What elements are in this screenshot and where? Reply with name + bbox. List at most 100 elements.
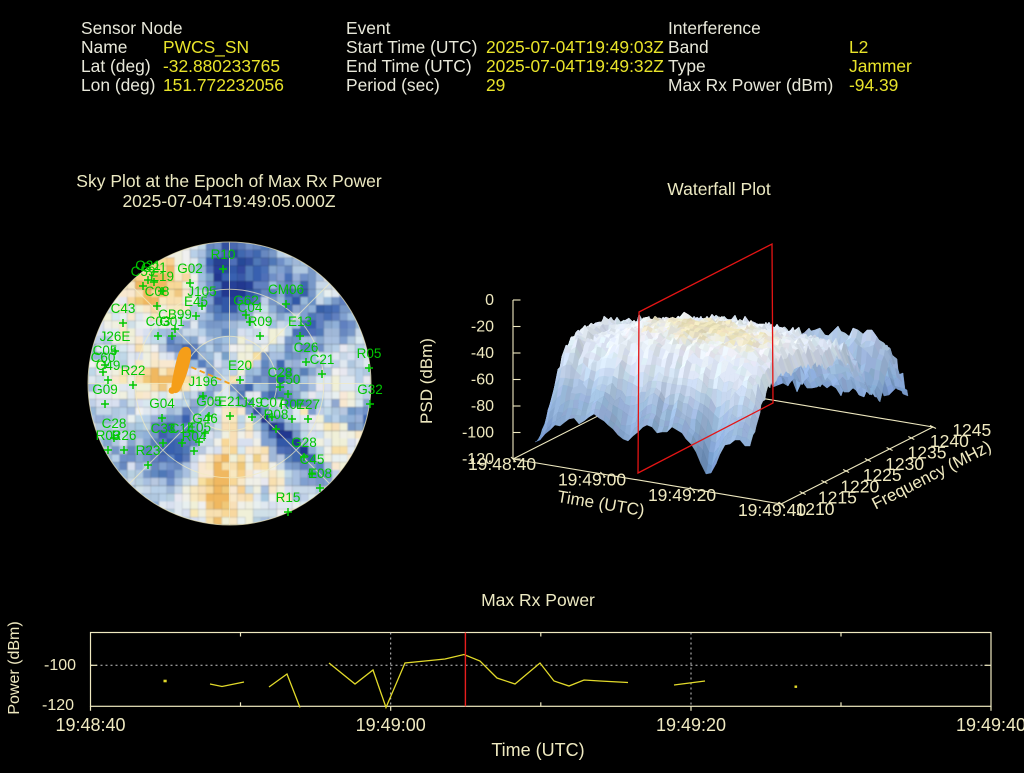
svg-text:E20: E20 <box>228 358 252 373</box>
svg-text:PWCS_SN: PWCS_SN <box>163 37 249 57</box>
svg-text:19:49:20: 19:49:20 <box>656 715 726 735</box>
svg-text:1240: 1240 <box>930 431 969 451</box>
svg-text:1230: 1230 <box>885 454 924 474</box>
svg-text:R10: R10 <box>211 247 236 262</box>
svg-text:-100: -100 <box>44 657 76 674</box>
svg-text:Start Time (UTC): Start Time (UTC) <box>346 37 477 57</box>
svg-text:End Time (UTC): End Time (UTC) <box>346 56 472 76</box>
svg-text:C26: C26 <box>294 340 319 355</box>
svg-text:1245: 1245 <box>952 420 991 440</box>
svg-text:C33: C33 <box>151 421 176 436</box>
svg-text:PSD (dBm): PSD (dBm) <box>417 338 436 424</box>
svg-text:19:48:40: 19:48:40 <box>468 454 536 474</box>
svg-text:C45: C45 <box>300 452 325 467</box>
svg-text:E27: E27 <box>296 397 320 412</box>
svg-text:C08: C08 <box>145 284 170 299</box>
svg-text:C07: C07 <box>260 395 285 410</box>
svg-text:G46: G46 <box>192 411 218 426</box>
svg-text:Band: Band <box>668 37 709 57</box>
svg-text:-100: -100 <box>462 425 494 442</box>
svg-text:19:49:40: 19:49:40 <box>738 500 806 520</box>
svg-text:19:49:20: 19:49:20 <box>648 485 716 505</box>
svg-text:-94.39: -94.39 <box>849 75 898 95</box>
svg-text:R26: R26 <box>112 428 137 443</box>
svg-text:C50: C50 <box>276 372 301 387</box>
svg-text:E21: E21 <box>218 394 242 409</box>
svg-text:Power (dBm): Power (dBm) <box>6 621 23 714</box>
svg-text:1210: 1210 <box>796 499 835 519</box>
svg-text:Lon (deg): Lon (deg) <box>81 75 155 95</box>
svg-text:R04: R04 <box>182 429 207 444</box>
svg-text:2025-07-04T19:49:03Z: 2025-07-04T19:49:03Z <box>486 37 664 57</box>
svg-text:-20: -20 <box>471 319 494 336</box>
svg-text:E19: E19 <box>150 269 174 284</box>
svg-text:C28: C28 <box>268 365 293 380</box>
svg-text:1220: 1220 <box>840 476 879 496</box>
svg-text:0: 0 <box>485 292 494 309</box>
svg-text:L2: L2 <box>849 37 868 57</box>
svg-text:Jammer: Jammer <box>849 56 912 76</box>
svg-text:R08: R08 <box>264 407 289 422</box>
svg-text:2025-07-04T19:49:05.000Z: 2025-07-04T19:49:05.000Z <box>122 191 335 211</box>
svg-text:C04: C04 <box>238 300 263 315</box>
svg-text:R23: R23 <box>136 443 161 458</box>
svg-text:G62: G62 <box>233 293 259 308</box>
svg-text:R15: R15 <box>276 490 301 505</box>
svg-text:Sky Plot at the Epoch of Max R: Sky Plot at the Epoch of Max Rx Power <box>76 171 382 191</box>
svg-text:Max Rx Power: Max Rx Power <box>481 590 595 610</box>
svg-text:-120: -120 <box>42 697 74 714</box>
svg-text:R09: R09 <box>248 314 273 329</box>
svg-text:J196: J196 <box>188 374 217 389</box>
svg-text:CB99: CB99 <box>158 307 192 322</box>
svg-text:29: 29 <box>486 75 505 95</box>
svg-text:C59: C59 <box>131 264 156 279</box>
svg-text:-40: -40 <box>471 345 494 362</box>
svg-text:CM06: CM06 <box>268 282 304 297</box>
svg-text:1215: 1215 <box>818 488 857 508</box>
svg-text:G09: G09 <box>92 382 118 397</box>
svg-text:-80: -80 <box>471 398 494 415</box>
svg-text:C60: C60 <box>91 350 116 365</box>
svg-text:J105: J105 <box>187 284 216 299</box>
svg-text:151.772232056: 151.772232056 <box>163 75 284 95</box>
svg-text:Sensor Node: Sensor Node <box>81 18 183 38</box>
svg-text:E13: E13 <box>288 314 312 329</box>
svg-text:R22: R22 <box>121 363 146 378</box>
svg-text:J49: J49 <box>241 395 263 410</box>
svg-text:R07: R07 <box>280 397 305 412</box>
svg-text:Event: Event <box>346 18 391 38</box>
svg-text:G02: G02 <box>177 261 203 276</box>
svg-text:1225: 1225 <box>863 465 902 485</box>
svg-text:Max Rx Power (dBm): Max Rx Power (dBm) <box>668 75 833 95</box>
svg-text:C14: C14 <box>170 421 195 436</box>
svg-text:R05: R05 <box>357 346 382 361</box>
svg-text:Lat (deg): Lat (deg) <box>81 56 151 76</box>
svg-text:19:49:00: 19:49:00 <box>558 469 626 489</box>
svg-text:G04: G04 <box>149 396 175 411</box>
svg-text:J26E: J26E <box>100 329 131 344</box>
svg-text:C28: C28 <box>102 416 127 431</box>
svg-text:1235: 1235 <box>908 443 947 463</box>
svg-text:C03: C03 <box>146 314 171 329</box>
svg-text:Name: Name <box>81 37 127 57</box>
svg-text:Time (UTC): Time (UTC) <box>491 740 584 760</box>
svg-text:Type: Type <box>668 56 706 76</box>
svg-text:G01: G01 <box>159 314 185 329</box>
svg-text:C43: C43 <box>111 301 136 316</box>
svg-text:G32: G32 <box>357 382 383 397</box>
svg-text:2025-07-04T19:49:32Z: 2025-07-04T19:49:32Z <box>486 56 664 76</box>
svg-text:19:48:40: 19:48:40 <box>55 715 125 735</box>
svg-text:G21: G21 <box>141 260 167 275</box>
svg-text:Period (sec): Period (sec) <box>346 75 440 95</box>
svg-text:19:49:40: 19:49:40 <box>956 715 1024 735</box>
svg-text:19:49:00: 19:49:00 <box>356 715 426 735</box>
svg-text:-32.880233765: -32.880233765 <box>163 56 280 76</box>
svg-text:C21: C21 <box>310 352 335 367</box>
svg-text:Waterfall Plot: Waterfall Plot <box>667 179 771 199</box>
svg-text:O21: O21 <box>135 258 161 273</box>
svg-text:C05: C05 <box>93 343 118 358</box>
svg-text:-60: -60 <box>471 372 494 389</box>
svg-text:Interference: Interference <box>668 18 761 38</box>
svg-text:G28: G28 <box>291 435 317 450</box>
svg-text:-120: -120 <box>462 451 494 468</box>
